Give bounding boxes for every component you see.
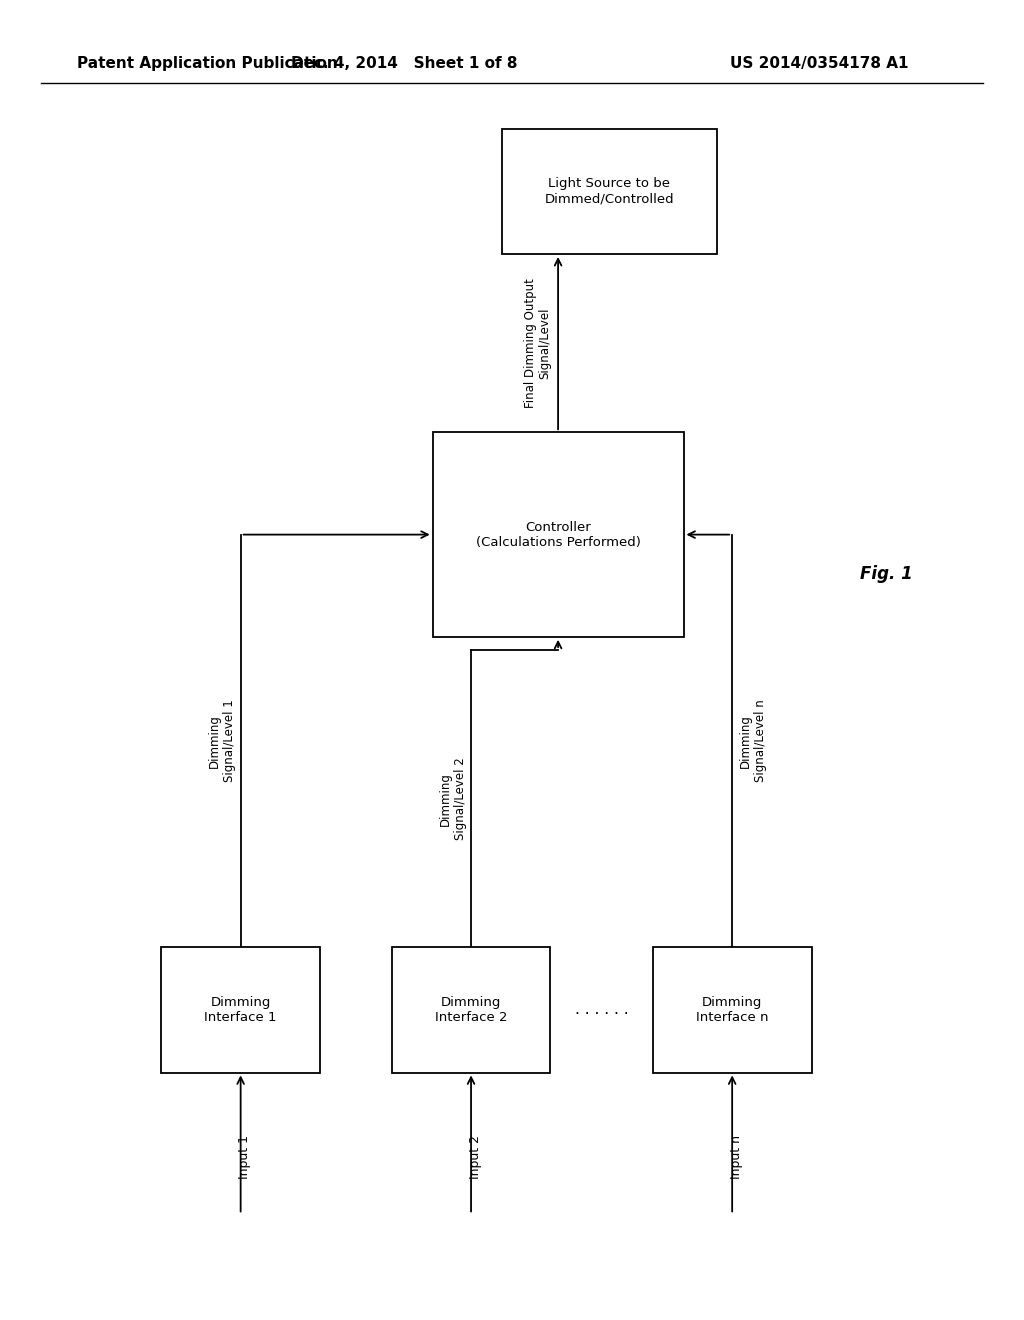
Text: Dimming
Signal/Level 1: Dimming Signal/Level 1 xyxy=(208,700,237,783)
Text: Dimming
Interface 2: Dimming Interface 2 xyxy=(435,995,507,1024)
Text: Dimming
Interface n: Dimming Interface n xyxy=(696,995,768,1024)
Text: Dimming
Interface 1: Dimming Interface 1 xyxy=(205,995,276,1024)
Text: Light Source to be
Dimmed/Controlled: Light Source to be Dimmed/Controlled xyxy=(545,177,674,206)
Bar xyxy=(502,129,717,253)
Text: US 2014/0354178 A1: US 2014/0354178 A1 xyxy=(730,55,908,71)
Bar xyxy=(433,433,684,638)
Bar xyxy=(161,948,319,1072)
Text: Controller
(Calculations Performed): Controller (Calculations Performed) xyxy=(475,520,641,549)
Text: Patent Application Publication: Patent Application Publication xyxy=(77,55,338,71)
Text: Dimming
Signal/Level 2: Dimming Signal/Level 2 xyxy=(438,758,467,840)
Text: Dec. 4, 2014   Sheet 1 of 8: Dec. 4, 2014 Sheet 1 of 8 xyxy=(291,55,518,71)
Text: Input n: Input n xyxy=(730,1135,742,1179)
Text: . . . . . .: . . . . . . xyxy=(574,1002,629,1018)
Bar xyxy=(391,948,551,1072)
Bar xyxy=(653,948,811,1072)
Text: Dimming
Signal/Level n: Dimming Signal/Level n xyxy=(738,700,767,783)
Text: Fig. 1: Fig. 1 xyxy=(860,565,913,583)
Text: Input 2: Input 2 xyxy=(469,1135,481,1179)
Text: Input 1: Input 1 xyxy=(239,1135,251,1179)
Text: Final Dimming Output
Signal/Level: Final Dimming Output Signal/Level xyxy=(523,279,552,408)
